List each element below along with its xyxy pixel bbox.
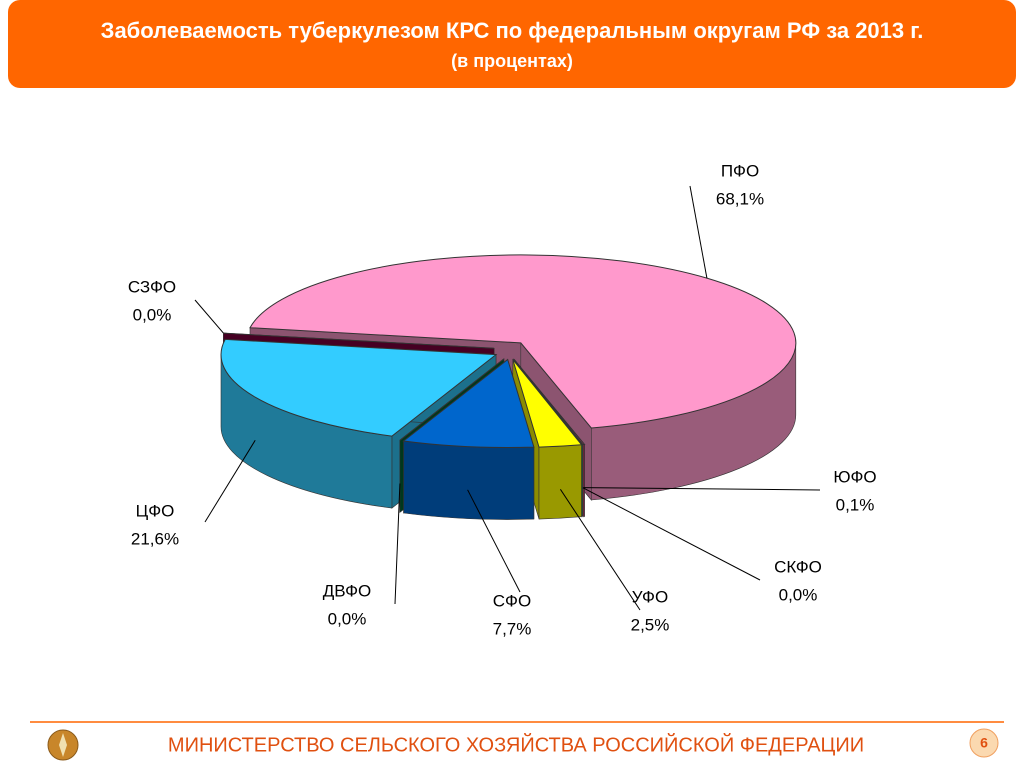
data-label-value: 68,1%	[716, 189, 764, 208]
footer-text: МИНИСТЕРСТВО СЕЛЬСКОГО ХОЗЯЙСТВА РОССИЙС…	[168, 732, 864, 756]
header-band	[8, 0, 1016, 88]
data-label-value: 0,0%	[133, 305, 172, 324]
slice	[399, 358, 505, 441]
pie	[220, 254, 797, 520]
logo-mark	[59, 733, 67, 757]
leader-line	[204, 440, 256, 523]
data-label-value: 21,6%	[131, 529, 179, 548]
slice-side	[403, 440, 535, 520]
data-label-value: 2,5%	[631, 615, 670, 634]
leader-line	[582, 487, 761, 581]
leader-line	[394, 483, 401, 605]
data-label-name: ПФО	[721, 161, 759, 180]
leader-line	[583, 487, 821, 491]
chart-title: Заболеваемость туберкулезом КРС по федер…	[101, 18, 924, 43]
chart-subtitle: (в процентах)	[451, 51, 573, 71]
leader-line	[467, 489, 521, 593]
data-label-value: 7,7%	[493, 619, 532, 638]
data-label-name: ДВФО	[323, 581, 371, 600]
slice	[249, 254, 797, 429]
leader-line	[689, 185, 708, 279]
data-label-name: СКФО	[774, 557, 822, 576]
data-label-name: ЦФО	[136, 501, 175, 520]
data-label-value: 0,0%	[328, 609, 367, 628]
page-badge	[969, 728, 999, 758]
slice-side	[538, 444, 582, 520]
leader-line	[559, 489, 641, 611]
data-label-name: СФО	[493, 591, 531, 610]
page-number: 6	[980, 735, 988, 751]
slice	[220, 338, 498, 437]
data-label-name: УФО	[632, 587, 668, 606]
slice	[513, 358, 584, 445]
slice	[402, 358, 535, 449]
leader-line	[194, 299, 224, 334]
data-label-name: СЗФО	[128, 277, 176, 296]
data-label-value: 0,0%	[779, 585, 818, 604]
data-label-name: ЮФО	[833, 467, 876, 486]
slice	[512, 359, 583, 448]
data-label-value: 0,1%	[836, 495, 875, 514]
